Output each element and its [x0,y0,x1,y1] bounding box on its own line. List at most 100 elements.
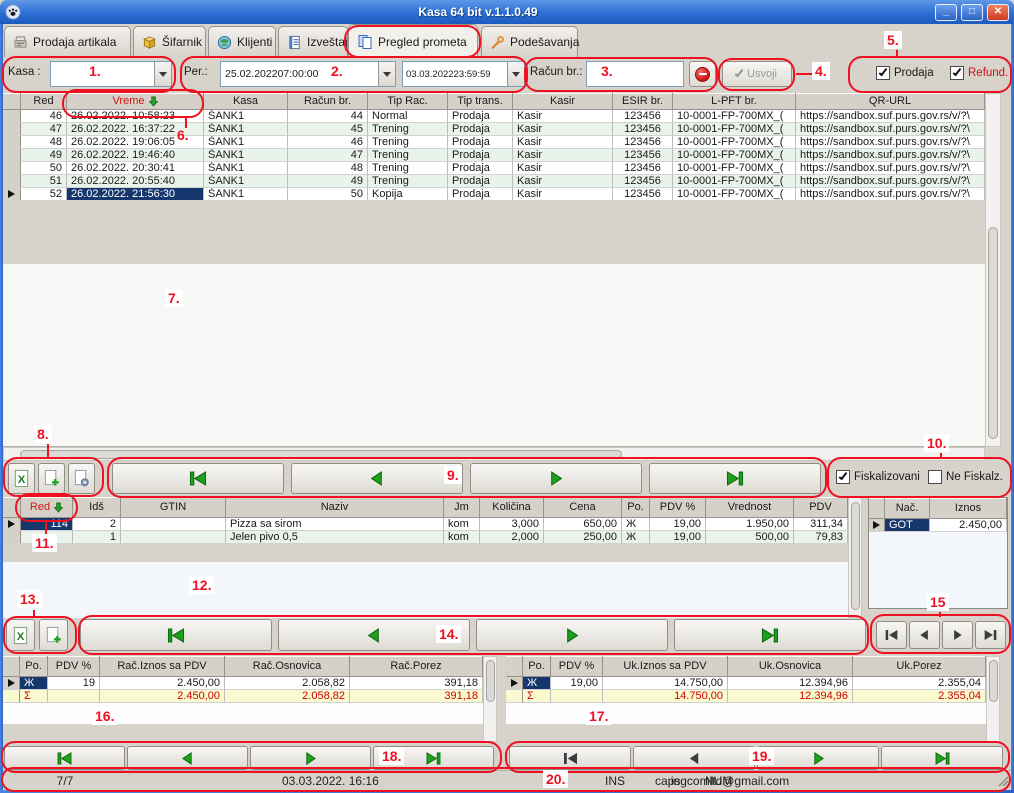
current-row-indicator[interactable] [3,188,21,201]
col-header-kolicina[interactable]: Količina [480,497,544,518]
resize-grip[interactable] [998,776,1009,787]
usvoji-button[interactable]: Usvoji [722,61,792,87]
payment-nav-last-button[interactable] [975,621,1006,649]
minimize-button[interactable]: _ [935,3,957,21]
nav-previous-button[interactable] [291,463,463,494]
col-header-pdv-pct[interactable]: PDV % [551,656,603,677]
nav-next-button[interactable] [476,619,668,651]
payment-nav-first-button[interactable] [876,621,907,649]
payment-nav-previous-button[interactable] [909,621,940,649]
table-row[interactable]: 51 26.02.2022. 20:55:40 ŠANK1 49 Trening Prod… [3,175,985,188]
table-row-selected[interactable]: Ж 19 2.450,00 2.058,82 391,18 [3,677,483,690]
tab-klijenti[interactable]: Klijenti [208,26,276,57]
table-row[interactable]: 46 26.02.2022. 10:58:23 ŠANK1 44 Normal Proda… [3,110,985,123]
col-header-vreme-sorted[interactable]: Vreme [67,93,204,110]
scrollbar-thumb[interactable] [851,502,860,610]
selected-cell[interactable]: Ж [20,677,48,690]
col-header-uk-osnovica[interactable]: Uk.Osnovica [728,656,853,677]
document-add-button[interactable] [39,619,68,651]
col-header-naziv[interactable]: Naziv [226,497,444,518]
nav-last-button[interactable] [649,463,821,494]
row-selector[interactable] [3,149,21,162]
scrollbar-thumb[interactable] [20,450,622,459]
col-header-red[interactable]: Red [21,93,67,110]
row-selector[interactable] [3,531,21,544]
tab-sifarnik[interactable]: Šifarnik [133,26,206,57]
uk-nav-last-button[interactable] [881,746,1003,770]
export-excel-button[interactable]: X [6,619,35,651]
checkbox-checked-icon[interactable] [876,66,890,80]
fiskalizovani-checkbox[interactable]: Fiskalizovani [836,470,920,484]
col-header-pdv-pct[interactable]: PDV % [48,656,100,677]
row-selector[interactable] [3,136,21,149]
col-header-jm[interactable]: Jm [444,497,480,518]
maximize-button[interactable]: □ [961,3,983,21]
refund-checkbox[interactable]: Refund. [950,66,1008,80]
col-header-rac-iznos[interactable]: Rač.Iznos sa PDV [100,656,225,677]
col-header-uk-porez[interactable]: Uk.Porez [853,656,986,677]
tab-podesavanja[interactable]: Podešavanja [481,26,579,57]
vertical-scrollbar[interactable] [848,497,862,618]
dropdown-arrow-icon[interactable] [378,62,395,86]
selected-cell[interactable]: 114 [21,518,73,531]
prodaja-checkbox[interactable]: Prodaja [876,66,934,80]
horizontal-scrollbar[interactable] [3,447,985,461]
col-header-ids[interactable]: Idš [73,497,121,518]
nav-last-button[interactable] [674,619,866,651]
col-header-rac-osnovica[interactable]: Rač.Osnovica [225,656,350,677]
scrollbar-thumb[interactable] [486,660,495,702]
current-row-indicator[interactable] [3,677,20,690]
tax-nav-previous-button[interactable] [127,746,248,770]
uk-nav-previous-button[interactable] [633,746,755,770]
dropdown-arrow-icon[interactable] [154,62,171,86]
col-header-esir-br[interactable]: ESIR br. [613,93,673,110]
vertical-scrollbar[interactable] [986,656,1000,742]
tab-pregled-prometa[interactable]: Pregled prometa [348,24,478,58]
nav-previous-button[interactable] [278,619,470,651]
row-selector[interactable] [3,162,21,175]
close-button[interactable]: ✕ [987,3,1009,21]
selected-cell[interactable]: GOT [885,519,930,532]
table-row[interactable]: 48 26.02.2022. 19:06:05 ŠANK1 46 Trening Prod… [3,136,985,149]
nav-next-button[interactable] [470,463,642,494]
table-row-selected[interactable]: Ж 19,00 14.750,00 12.394,96 2.355,04 [506,677,986,690]
col-header-pdv[interactable]: PDV [794,497,848,518]
col-header-cena[interactable]: Cena [544,497,622,518]
dropdown-arrow-icon[interactable] [507,62,524,86]
row-selector[interactable] [3,110,21,123]
col-header-vrednost[interactable]: Vrednost [706,497,794,518]
kasa-select[interactable] [50,61,172,87]
vertical-scrollbar[interactable] [985,93,1001,447]
col-header-kasir[interactable]: Kasir [513,93,613,110]
row-selector[interactable] [3,123,21,136]
table-row[interactable]: 1 Jelen pivo 0,5 kom 2,000 250,00 Ж 19,0… [3,531,848,544]
col-header-racun-br[interactable]: Račun br. [288,93,368,110]
tax-nav-last-button[interactable] [373,746,494,770]
payment-nav-next-button[interactable] [942,621,973,649]
table-row-selected[interactable]: 52 26.02.2022. 21:56:30 ŠANK1 50 Kopija Proda… [3,188,985,201]
scrollbar-thumb[interactable] [989,660,998,702]
table-row[interactable]: 47 26.02.2022. 16:37:22 ŠANK1 45 Trening Prod… [3,123,985,136]
col-header-po[interactable]: Po. [622,497,650,518]
checkbox-checked-icon[interactable] [950,66,964,80]
col-header-lpft-br[interactable]: L-PFT br. [673,93,796,110]
tab-prodaja-artikala[interactable]: Prodaja artikala [4,26,131,57]
current-row-indicator[interactable] [3,518,21,531]
tax-nav-first-button[interactable] [4,746,125,770]
col-header-rac-porez[interactable]: Rač.Porez [350,656,483,677]
nav-first-button[interactable] [80,619,272,651]
col-header-nacin[interactable]: Nač. [885,498,930,519]
checkbox-checked-icon[interactable] [836,470,850,484]
selected-cell[interactable]: 26.02.2022. 21:56:30 [67,188,204,201]
col-header-tip-rac[interactable]: Tip Rac. [368,93,448,110]
col-header-po[interactable]: Po. [20,656,48,677]
col-header-tip-trans[interactable]: Tip trans. [448,93,513,110]
checkbox-unchecked-icon[interactable] [928,470,942,484]
current-row-indicator[interactable] [506,677,523,690]
col-header-red-sorted[interactable]: Red [21,497,73,518]
tax-nav-next-button[interactable] [250,746,371,770]
title-bar[interactable]: Kasa 64 bit v.1.1.0.49 _ □ ✕ [0,0,1014,24]
tab-izvestaji[interactable]: Izveštaji [278,26,350,57]
clear-racun-button[interactable] [689,61,716,87]
col-header-kasa[interactable]: Kasa [204,93,288,110]
